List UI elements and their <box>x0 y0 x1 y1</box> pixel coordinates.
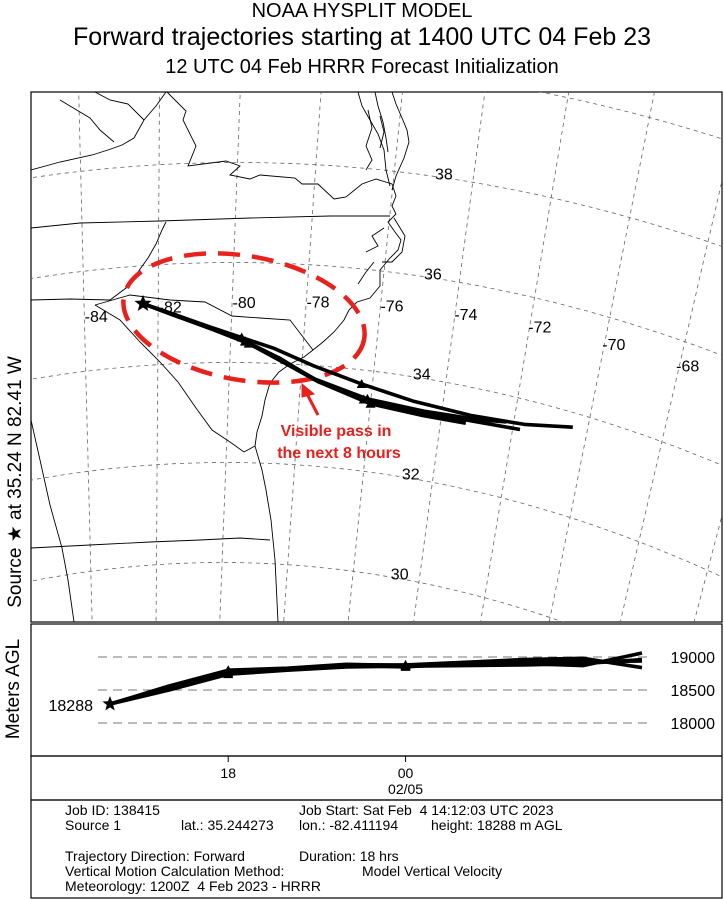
georgia-florida-border <box>31 537 271 549</box>
trajectory-marker <box>356 379 367 389</box>
source-location-label-container: Source ★ at 35.24 N 82.41 W <box>2 92 28 622</box>
georgia-alabama-border <box>31 419 75 622</box>
geographic-boundaries <box>31 92 410 622</box>
longitude-line <box>283 92 322 622</box>
job-id: Job ID: 138415 <box>65 802 160 818</box>
height-tick-label: 18500 <box>671 683 716 700</box>
meteorology: Meteorology: 1200Z 4 Feb 2023 - HRRR <box>65 878 322 894</box>
trajectory-marker <box>240 336 251 346</box>
wv-virginia-border <box>133 92 167 139</box>
time-axis-border <box>30 755 723 801</box>
latitude-line <box>0 0 724 103</box>
model-title: NOAA HYSPLIT MODEL <box>251 0 473 22</box>
height-tick-label: 18000 <box>671 716 716 733</box>
latitude-label: 36 <box>424 267 442 284</box>
trajectory-line <box>142 302 507 424</box>
height-axis-label: Meters AGL <box>3 639 24 739</box>
time-tick-label: 18 <box>220 765 236 781</box>
longitude-label: -74 <box>454 307 477 324</box>
latitude-line <box>0 663 718 804</box>
height-series <box>102 651 643 711</box>
job-info-panel: Job ID: 138415 Job Start: Sat Feb 4 14:1… <box>31 800 722 898</box>
height-marker <box>400 659 411 669</box>
longitude-line <box>548 92 655 622</box>
longitude-label: -84 <box>85 309 108 326</box>
kentucky-virginia-border <box>31 137 135 171</box>
forecast-subtitle: 12 UTC 04 Feb HRRR Forecast Initializati… <box>165 56 559 78</box>
longitude-label: -76 <box>380 299 403 316</box>
trajectory-marker <box>362 393 373 403</box>
trajectory-lines <box>134 294 573 432</box>
georgia-sc-border <box>94 304 256 453</box>
trajectory-title: Forward trajectories starting at 1400 UT… <box>72 23 652 51</box>
vertical-method-label: Vertical Motion Calculation Method: <box>65 863 285 879</box>
map-border <box>30 91 723 623</box>
job-start: Job Start: Sat Feb 4 14:12:03 UTC 2023 <box>299 802 554 818</box>
longitude-line <box>78 92 93 622</box>
height-panel: Meters AGL 19000 18500 18000 18288 <box>3 623 723 757</box>
source-number: Source 1 <box>65 817 122 833</box>
longitude-line <box>480 92 570 622</box>
trajectory-line <box>142 301 573 429</box>
trajectory-marker <box>365 398 376 408</box>
longitude-label: -68 <box>676 359 699 376</box>
latitude-label: 30 <box>391 567 409 584</box>
source-lon: lon.: -82.411194 <box>299 817 399 833</box>
atlantic-coastline <box>166 92 402 622</box>
time-axis-date: 02/05 <box>388 781 423 797</box>
latitude-label: 32 <box>402 467 420 484</box>
pamlico-sound <box>357 217 406 285</box>
longitude-label: -72 <box>528 320 551 337</box>
start-height-label: 18288 <box>49 698 94 715</box>
tennessee-nc-border <box>31 221 167 301</box>
source-star-icon <box>134 294 152 311</box>
virginia-nc-border <box>31 215 390 229</box>
annotation-line2: the next 8 hours <box>277 445 401 462</box>
latitude-label: 38 <box>435 167 453 184</box>
trajectory-duration: Duration: 18 hrs <box>299 848 399 864</box>
source-lat: lat.: 35.244273 <box>181 817 274 833</box>
chesapeake-bay <box>365 109 385 171</box>
longitude-label: -70 <box>602 337 625 354</box>
river-boundary <box>94 92 145 121</box>
longitude-line <box>219 92 241 622</box>
delmarva-coast <box>357 92 410 191</box>
height-gridlines: 19000 18500 18000 <box>98 650 715 733</box>
latitude-line <box>537 92 722 140</box>
start-height-star-icon <box>102 696 118 711</box>
vertical-method-value: Model Vertical Velocity <box>362 863 503 879</box>
latitude-line <box>31 162 722 247</box>
visibility-ellipse <box>121 251 367 385</box>
latitude-line <box>31 462 722 578</box>
latitude-label: 34 <box>413 367 431 384</box>
nc-sc-border <box>94 294 314 351</box>
trajectory-direction: Trajectory Direction: Forward <box>65 848 245 864</box>
height-marker <box>223 666 234 676</box>
source-height: height: 18288 m AGL <box>431 817 563 833</box>
longitude-label: -80 <box>233 295 256 312</box>
height-tick-label: 19000 <box>671 650 716 667</box>
longitude-line <box>347 92 403 622</box>
annotation-line1: Visible pass in <box>281 423 392 440</box>
height-series-line <box>109 656 643 706</box>
latitude-line <box>31 562 565 622</box>
visibility-annotation: Visible pass in the next 8 hours <box>121 251 401 462</box>
info-panel-border <box>30 799 723 899</box>
annotation-arrow-head <box>301 382 316 398</box>
time-tick-label: 00 <box>398 765 414 781</box>
north-kentucky-border <box>59 99 115 143</box>
longitude-line <box>155 92 160 622</box>
source-location-label: Source ★ at 35.24 N 82.41 W <box>5 356 26 608</box>
longitude-label: -78 <box>306 295 329 312</box>
